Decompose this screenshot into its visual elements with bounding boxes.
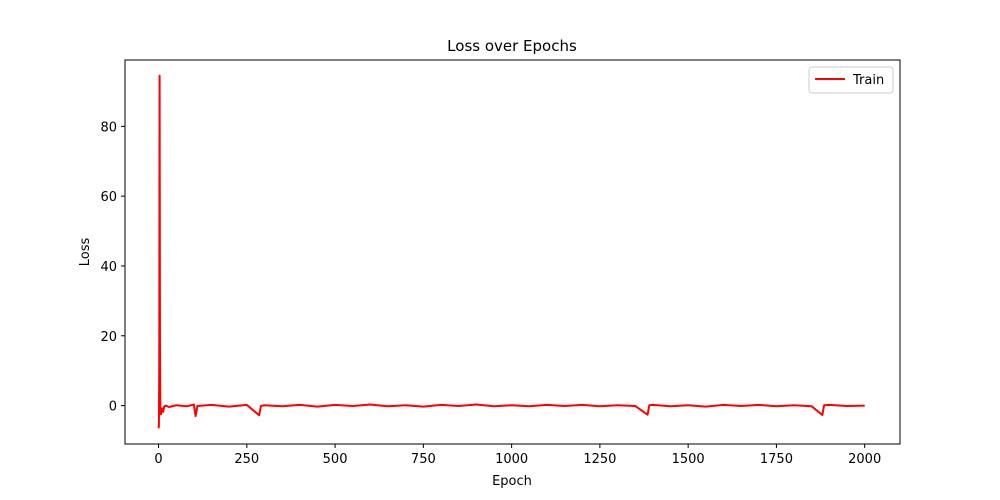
x-tick-label: 1000 [495,452,528,467]
x-tick-label: 2000 [848,452,881,467]
legend: Train [808,66,894,94]
plot-background [125,60,900,444]
y-tick-label: 40 [100,260,117,275]
x-tick-label: 500 [323,452,348,467]
x-axis-label: Epoch [492,474,532,489]
x-tick-label: 1500 [672,452,705,467]
plot-area [124,59,901,445]
x-axis-ticks: 0 250 500 750 1000 1250 1500 1750 2000 [154,444,881,467]
legend-box [808,66,894,94]
y-tick-label: 80 [100,120,117,135]
x-tick-label: 1750 [760,452,793,467]
x-tick-label: 250 [234,452,259,467]
y-axis-ticks: 0 20 40 60 80 [100,120,125,415]
series-layer [157,74,865,429]
x-tick-label: 1250 [583,452,616,467]
y-tick-label: 0 [109,400,117,415]
axes-frame [124,59,901,445]
x-tick-label: 750 [411,452,436,467]
y-tick-label: 60 [100,190,117,205]
chart-title: Loss over Epochs [447,37,577,55]
series-line-train [157,74,865,429]
y-tick-label: 20 [100,330,117,345]
y-axis-label: Loss [78,238,93,267]
legend-label-train: Train [852,73,884,88]
x-tick-label: 0 [154,452,162,467]
